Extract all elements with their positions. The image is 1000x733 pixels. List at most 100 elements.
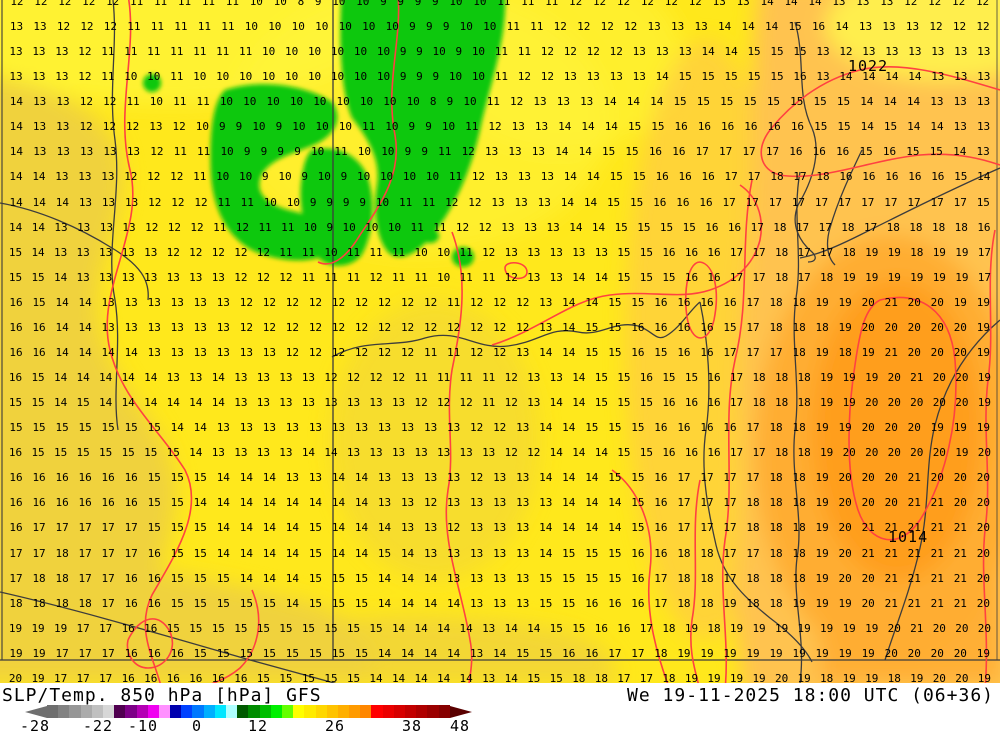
temp-value: 15 xyxy=(859,145,873,158)
temp-value: 13 xyxy=(122,221,136,234)
temp-value: 16 xyxy=(677,296,691,309)
temp-value: 20 xyxy=(976,597,990,610)
temp-value: 19 xyxy=(865,246,879,259)
temp-value: 18 xyxy=(55,547,69,560)
temp-value: 10 xyxy=(307,70,322,83)
temp-value: 16 xyxy=(631,346,645,359)
temp-value: 10 xyxy=(379,170,394,183)
temp-value: 10 xyxy=(414,246,428,259)
temp-value: 9 xyxy=(425,120,432,133)
temp-value: 15 xyxy=(743,95,757,108)
temp-value: 17 xyxy=(752,271,766,284)
temp-value: 12 xyxy=(540,70,554,83)
temp-value: 12 xyxy=(517,70,531,83)
temp-value: 18 xyxy=(841,221,855,234)
temp-value: 13 xyxy=(905,20,920,33)
temp-value: 9 xyxy=(235,120,243,133)
temp-value: 9 xyxy=(416,70,423,83)
temp-value: 14 xyxy=(354,521,369,534)
temp-value: 12 xyxy=(493,421,507,434)
temp-value: 12 xyxy=(563,45,577,58)
temp-value: 17 xyxy=(742,145,756,158)
legend-color-cell xyxy=(326,705,338,718)
temp-value: 16 xyxy=(812,145,826,158)
temp-value: 16 xyxy=(585,647,599,660)
temp-value: 15 xyxy=(262,597,276,610)
temp-value: 11 xyxy=(174,20,188,33)
temp-value: 15 xyxy=(654,346,668,359)
temp-value: 14 xyxy=(860,120,874,133)
temp-value: 17 xyxy=(729,246,744,259)
temp-value: 12 xyxy=(482,246,496,259)
temp-value: 15 xyxy=(883,120,898,133)
temp-value: 13 xyxy=(78,170,92,183)
temp-value: 13 xyxy=(537,196,551,209)
temp-value: 13 xyxy=(377,471,392,484)
legend-color-cell xyxy=(114,705,126,718)
temp-value: 11 xyxy=(193,45,207,58)
temp-value: 18 xyxy=(770,170,784,183)
temp-value: 13 xyxy=(423,471,438,484)
temp-value: 9 xyxy=(260,145,268,158)
temp-value: 16 xyxy=(789,145,803,158)
temp-value: 13 xyxy=(9,20,24,33)
temp-value: 12 xyxy=(504,396,518,409)
temp-value: 21 xyxy=(861,547,875,560)
temp-value: 20 xyxy=(932,371,946,384)
temp-value: 20 xyxy=(861,321,875,334)
temp-value: 15 xyxy=(770,45,784,58)
temp-value: 16 xyxy=(700,296,714,309)
temp-value: 12 xyxy=(445,196,459,209)
temp-value: 14 xyxy=(572,271,586,284)
temp-value: 16 xyxy=(699,196,713,209)
temp-value: 20 xyxy=(930,321,944,334)
temp-value: 10 xyxy=(286,196,301,209)
temp-value: 12 xyxy=(609,45,623,58)
temp-value: 12 xyxy=(235,221,250,234)
temp-value: 15 xyxy=(301,672,316,684)
temp-value: 16 xyxy=(790,120,805,133)
temp-value: 21 xyxy=(910,622,924,635)
temp-value: 15 xyxy=(562,572,576,585)
temp-value: 19 xyxy=(9,647,23,660)
temp-value: 19 xyxy=(842,271,856,284)
temp-value: 19 xyxy=(838,421,852,434)
temp-value: 12 xyxy=(103,95,117,108)
temp-value: 13 xyxy=(170,296,184,309)
temp-row: 7161614141414131313131313121212121212111… xyxy=(0,347,1000,359)
temp-value: 15 xyxy=(585,346,599,359)
legend-tick-0: 0 xyxy=(192,717,203,733)
temp-value: 15 xyxy=(147,521,161,534)
temp-value: 13 xyxy=(147,296,161,309)
temp-value: 10 xyxy=(147,70,161,83)
temp-value: 11 xyxy=(362,120,376,133)
temp-value: 14 xyxy=(578,145,592,158)
temp-value: 15 xyxy=(617,396,631,409)
temp-value: 16 xyxy=(744,120,758,133)
temp-value: 15 xyxy=(539,647,553,660)
temp-value: 13 xyxy=(954,45,968,58)
temp-value: 19 xyxy=(815,296,829,309)
temp-value: 15 xyxy=(147,496,161,509)
temp-value: 14 xyxy=(391,672,406,684)
temp-value: 12 xyxy=(308,321,323,334)
temp-value: 13 xyxy=(885,45,899,58)
temp-value: 13 xyxy=(189,271,203,284)
temp-value: 15 xyxy=(614,221,628,234)
temp-row: 6151515151515151414131313131313131313131… xyxy=(0,422,1000,434)
temp-value: 19 xyxy=(842,622,856,635)
temp-value: 13 xyxy=(516,421,530,434)
temp-value: 18 xyxy=(9,597,23,610)
temp-value: 18 xyxy=(662,672,676,684)
temp-value: 21 xyxy=(930,496,944,509)
temp-value: 14 xyxy=(331,471,346,484)
temp-value: 11 xyxy=(346,246,361,259)
temp-value: 12 xyxy=(256,246,270,259)
temp-value: 20 xyxy=(955,622,969,635)
legend-tick--22: -22 xyxy=(83,717,114,733)
temp-value: 15 xyxy=(308,572,323,585)
temp-row: 6161614141313131313131212121212121212121… xyxy=(0,322,1000,334)
coastline-left xyxy=(0,202,149,301)
temp-value: 13 xyxy=(694,20,708,33)
temp-value: 14 xyxy=(626,95,640,108)
